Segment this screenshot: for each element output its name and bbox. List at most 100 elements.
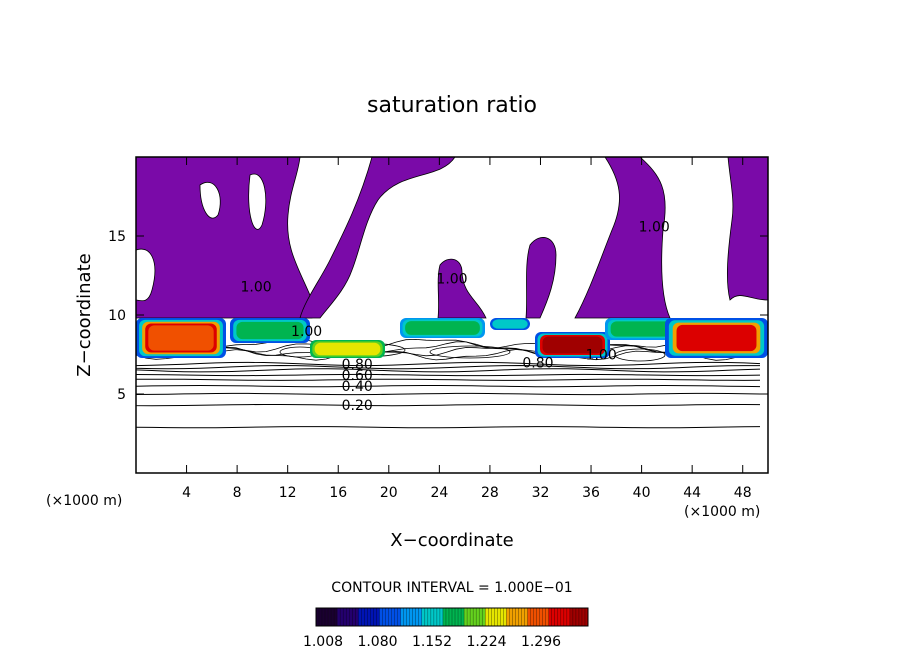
colorbar-cell <box>497 608 501 626</box>
colorbar-cell <box>467 608 471 626</box>
colorbar-cell <box>563 608 568 626</box>
colorbar-cell <box>397 608 401 626</box>
contour-swirl <box>614 348 666 362</box>
colorbar-cell <box>349 608 353 626</box>
colorbar-cell <box>430 608 435 626</box>
colorbar-tick-label: 1.080 <box>357 634 397 650</box>
colorbar-cell <box>494 608 498 626</box>
contour-label: 0.60 <box>342 368 373 384</box>
colorbar-cell <box>385 608 389 626</box>
colorbar-cell <box>572 608 577 626</box>
contour-label: 1.00 <box>586 348 617 364</box>
chart-title: saturation ratio <box>367 93 537 118</box>
colorbar-cell <box>533 608 537 626</box>
colorbar-cell <box>421 608 426 626</box>
colorbar-cell <box>512 608 516 626</box>
colorbar-cell <box>530 608 534 626</box>
x-tick-label: 32 <box>532 485 550 501</box>
color-band-5-3 <box>542 336 603 354</box>
colorbar-cell <box>527 608 531 626</box>
colorbar-cell <box>352 608 356 626</box>
contour-line-layer <box>136 337 767 429</box>
x-tick-label: 48 <box>734 485 752 501</box>
contour-label: 1.00 <box>639 220 670 236</box>
contour-line <box>136 361 761 367</box>
colorbar-cell <box>584 608 589 626</box>
colorbar-cell <box>316 608 320 626</box>
contour-line-wavy <box>136 341 767 353</box>
colorbar-cell <box>415 608 420 626</box>
colorbar-cell <box>448 608 453 626</box>
x-tick-label: 40 <box>633 485 651 501</box>
colorbar-cell <box>506 608 510 626</box>
colorbar-cell <box>545 608 550 626</box>
contour-line-wavy <box>136 337 767 349</box>
purple-region-5 <box>525 237 557 319</box>
colorbar-cell <box>488 608 492 626</box>
colorbar-cell <box>515 608 519 626</box>
x-tick-label: 24 <box>430 485 448 501</box>
colorbar-cell <box>406 608 410 626</box>
colorbar-cell <box>373 608 377 626</box>
x-axis: 4 8 12 16 20 24 28 32 36 40 44 48 <box>182 157 752 501</box>
colorbar-cell <box>554 608 559 626</box>
colorbar-cell <box>482 608 486 626</box>
contour-line <box>136 404 761 407</box>
colorbar-cell <box>379 608 383 626</box>
colorbar-tick-label: 1.296 <box>521 634 561 650</box>
contour-label: 0.80 <box>342 357 373 373</box>
color-band-2-2 <box>314 342 381 356</box>
colorbar-cell <box>409 608 414 626</box>
colorbar-cell <box>325 608 329 626</box>
colorbar-cell <box>464 608 468 626</box>
colorbar-frame <box>315 607 589 627</box>
contour-label: 0.20 <box>342 398 373 414</box>
colorbar-cell <box>569 608 574 626</box>
x-tick-label: 12 <box>279 485 297 501</box>
colorbar-cell <box>340 608 344 626</box>
purple-region-1 <box>299 157 456 319</box>
y-tick-label: 15 <box>108 229 126 245</box>
contour-label-layer: 0.200.400.600.80 0.801.001.001.00 1.001.00 <box>240 220 669 415</box>
colorbar-cell <box>503 608 507 626</box>
purple-region-3 <box>726 157 768 301</box>
colorbar-cell <box>575 608 580 626</box>
color-band-4-1 <box>492 319 528 329</box>
colorbar-cell <box>500 608 504 626</box>
colorbar-cell <box>331 608 335 626</box>
color-band-7-3 <box>676 324 757 352</box>
contour-label: 1.00 <box>436 272 467 288</box>
colorbar-labels: 1.008 1.080 1.152 1.224 1.296 <box>303 634 561 650</box>
contour-label: 0.80 <box>522 355 553 371</box>
colorbar-cell <box>424 608 429 626</box>
colorbar-tick-label: 1.224 <box>466 634 506 650</box>
contour-line <box>136 378 761 381</box>
plot-area: 0.200.400.600.80 0.801.001.001.00 1.001.00 <box>136 157 768 429</box>
colorbar-cell <box>542 608 546 626</box>
contour-line <box>136 373 761 377</box>
colorbar-cell <box>521 608 525 626</box>
contour-label: 0.40 <box>342 379 373 395</box>
colorbar-cell <box>400 608 404 626</box>
colorbar-cell <box>473 608 477 626</box>
colorbar-cell <box>433 608 438 626</box>
colorbar-cell <box>355 608 359 626</box>
colorbar-cell <box>452 608 456 626</box>
colorbar-cell <box>334 608 338 626</box>
colorbar-cell <box>418 608 423 626</box>
colorbar-cell <box>382 608 386 626</box>
colorbar-cell <box>458 608 462 626</box>
colorbar-cell <box>436 608 441 626</box>
colorbar-cell <box>391 608 395 626</box>
colorbar-cell <box>485 608 489 626</box>
colorbar-cell <box>551 608 556 626</box>
colorbar-cell <box>322 608 326 626</box>
colorbar-cell <box>536 608 540 626</box>
purple-hole-2 <box>136 248 156 302</box>
colorbar-cell <box>455 608 459 626</box>
colorbar-cell <box>337 608 341 626</box>
colorbar-tick-label: 1.008 <box>303 634 343 650</box>
color-band-6-2 <box>610 321 675 337</box>
colorbar-cell <box>358 608 362 626</box>
